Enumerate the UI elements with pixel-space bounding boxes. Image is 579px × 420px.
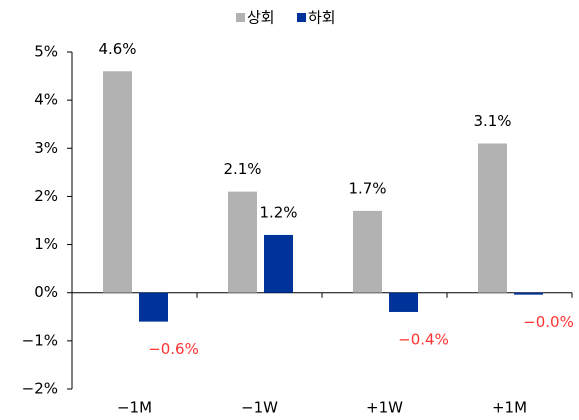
y-tick-label: 5% — [34, 43, 58, 61]
legend-label: 하회 — [308, 9, 336, 27]
value-label: −0.6% — [148, 340, 199, 358]
bar — [228, 191, 257, 293]
value-label: 1.7% — [348, 179, 386, 197]
value-label: 1.2% — [259, 203, 297, 221]
bar — [264, 234, 293, 293]
y-tick-label: 4% — [34, 91, 58, 109]
x-tick-label: +1W — [366, 399, 403, 417]
value-label: 4.6% — [98, 40, 136, 58]
y-tick-label: 1% — [34, 235, 58, 253]
legend-swatch — [297, 13, 306, 22]
x-tick-label: −1W — [241, 399, 278, 417]
bar — [389, 292, 418, 312]
bar — [478, 143, 507, 293]
value-label: −0.0% — [523, 313, 574, 331]
bar — [103, 71, 132, 293]
y-tick-label: 2% — [34, 187, 58, 205]
bar — [353, 210, 382, 293]
legend-label: 상회 — [247, 9, 275, 27]
y-tick-label: 3% — [34, 139, 58, 157]
y-tick-label: −2% — [22, 380, 58, 398]
y-tick-label: 0% — [34, 283, 58, 301]
legend-swatch — [236, 13, 245, 22]
bar — [139, 292, 168, 322]
bar — [514, 292, 543, 295]
x-tick-label: −1M — [117, 399, 152, 417]
y-tick-label: −1% — [22, 331, 58, 349]
value-label: 2.1% — [223, 160, 261, 178]
x-tick-label: +1M — [492, 399, 527, 417]
value-label: −0.4% — [398, 330, 449, 348]
value-label: 3.1% — [473, 112, 511, 130]
